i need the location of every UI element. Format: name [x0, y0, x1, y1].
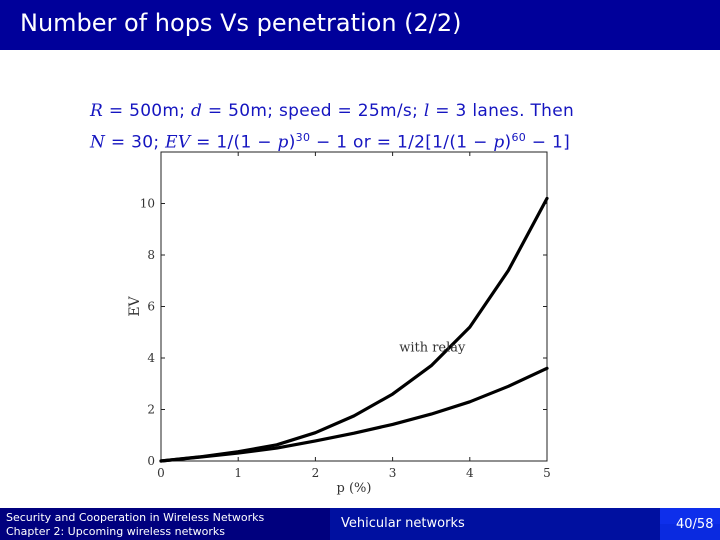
y-tick-label: 4 — [147, 351, 155, 365]
formula-ev-part-a: = 1/(1 − — [196, 132, 278, 153]
y-tick-label: 10 — [140, 197, 155, 211]
formula-ev-part-b: ) — [288, 132, 296, 153]
footer-right-panel — [660, 508, 720, 540]
formula-n-symbol: N — [90, 132, 106, 153]
footer: Security and Cooperation in Wireless Net… — [0, 508, 720, 540]
x-tick-label: 2 — [312, 466, 320, 480]
formula-exponent-1: 30 — [295, 131, 311, 144]
formula-ev-part-e: − 1] — [526, 132, 571, 153]
formula-p-symbol-1: p — [277, 132, 289, 153]
formula-ev-part-c: − 1 or = 1/2[1/(1 − — [310, 132, 494, 153]
x-axis-label: p (%) — [337, 481, 372, 496]
formula-p-symbol-2: p — [493, 132, 505, 153]
footer-chapter-title: Chapter 2: Upcoming wireless networks — [6, 525, 225, 538]
formula-d-value: = 50m; speed = 25m/s; — [207, 101, 424, 121]
x-tick-label: 5 — [543, 466, 551, 480]
series-line-2 — [159, 366, 549, 463]
slide-title: Number of hops Vs penetration (2/2) — [20, 9, 462, 37]
formula-r-value: = 500m; — [108, 101, 192, 121]
x-tick-label: 1 — [234, 466, 242, 480]
y-tick-label: 2 — [147, 403, 155, 417]
series-line-1 — [159, 196, 549, 463]
footer-page-number: 40/58 — [676, 517, 714, 532]
formula-ev-symbol: EV — [165, 132, 191, 153]
formula-l-symbol: l — [423, 101, 430, 121]
annotation-with-relay: with relay — [399, 341, 466, 356]
ev-chart: 0 1 2 3 4 5 0 2 4 6 8 10 p (%) EV with relay — [127, 151, 551, 496]
formula-ev-part-d: ) — [504, 132, 512, 153]
formula-r-symbol: R — [90, 101, 104, 121]
y-tick-label: 6 — [147, 300, 155, 314]
footer-right-highlight — [660, 508, 720, 524]
formula-line-2: N = 30; EV = 1/(1 − p)30 − 1 or = 1/2[1/… — [90, 131, 570, 153]
footer-course-title: Security and Cooperation in Wireless Net… — [6, 511, 265, 524]
formula-exponent-2: 60 — [511, 131, 527, 144]
title-bar: Number of hops Vs penetration (2/2) — [0, 0, 720, 50]
y-tick-label: 8 — [147, 248, 155, 262]
formula-line-1: R = 500m; d = 50m; speed = 25m/s; l = 3 … — [90, 101, 574, 121]
formula-d-symbol: d — [191, 101, 203, 121]
formula-l-value: = 3 lanes. Then — [435, 101, 575, 121]
footer-middle-panel — [330, 508, 660, 540]
y-tick-label: 0 — [147, 454, 155, 468]
x-tick-label: 4 — [466, 466, 474, 480]
formula-n-value: = 30; — [110, 132, 166, 153]
footer-section-title: Vehicular networks — [341, 516, 465, 531]
footer-left-panel — [0, 508, 330, 540]
x-tick-label: 0 — [157, 466, 165, 480]
x-tick-label: 3 — [389, 466, 397, 480]
y-axis-label: EV — [127, 295, 143, 316]
